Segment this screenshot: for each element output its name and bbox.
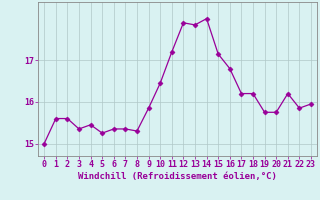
X-axis label: Windchill (Refroidissement éolien,°C): Windchill (Refroidissement éolien,°C) xyxy=(78,172,277,181)
